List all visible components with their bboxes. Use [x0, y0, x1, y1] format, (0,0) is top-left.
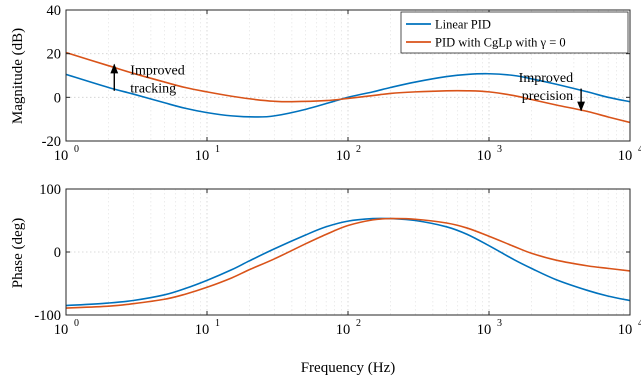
x-tick-label: 10 [618, 148, 633, 164]
legend: Linear PID PID with CgLp with γ = 0 [400, 11, 629, 54]
legend-label: Linear PID [435, 18, 491, 32]
annotation-text: tracking [130, 82, 176, 97]
series-line-0 [66, 72, 630, 118]
legend-label: PID with CgLp with γ = 0 [435, 36, 566, 50]
y-tick-label: 40 [47, 3, 62, 19]
y-tick-label: 20 [47, 47, 62, 63]
grid [65, 188, 631, 316]
magnitude-panel: 10 0 10 1 10 2 10 3 10 4 -20 0 20 40 Magnitude (dB) Lin… [10, 3, 641, 164]
curves [66, 51, 630, 124]
annotation-text: precision [522, 89, 573, 104]
x-axis-label: Frequency (Hz) [301, 360, 396, 376]
legend-box [400, 11, 629, 54]
x-tick-exponent: 1 [215, 318, 220, 329]
x-tick-label: 10 [195, 148, 210, 164]
curves [66, 217, 630, 309]
y-tick-label: -20 [42, 134, 61, 150]
annotation-text: Improved [130, 64, 184, 79]
x-tick-label: 10 [54, 148, 69, 164]
x-tick-label: 10 [195, 322, 210, 338]
annotation-text: Improved [519, 71, 573, 86]
x-tick-exponent: 1 [215, 144, 220, 155]
series-line-0 [66, 217, 630, 307]
x-tick-exponent: 4 [638, 318, 641, 329]
x-tick-exponent: 0 [74, 144, 79, 155]
x-tick-label: 10 [336, 322, 351, 338]
series-line-1 [66, 51, 630, 124]
y-tick-label: 100 [39, 182, 61, 198]
x-tick-label: 10 [54, 322, 69, 338]
x-tick-label: 10 [477, 148, 492, 164]
y-axis-label: Magnitude (dB) [10, 28, 26, 124]
y-tick-label: -100 [34, 308, 61, 324]
x-tick-exponent: 4 [638, 144, 641, 155]
annotation-precision: Improved precision [519, 71, 586, 112]
series-line-1 [66, 217, 630, 309]
x-tick-exponent: 2 [356, 144, 361, 155]
x-tick-label: 10 [336, 148, 351, 164]
annotation-tracking: Improved tracking [110, 64, 185, 97]
y-axis-label: Phase (deg) [10, 218, 26, 288]
x-tick-exponent: 3 [497, 144, 502, 155]
x-tick-exponent: 0 [74, 318, 79, 329]
x-tick-exponent: 2 [356, 318, 361, 329]
x-tick-label: 10 [477, 322, 492, 338]
y-tick-label: 0 [54, 90, 61, 106]
x-tick-exponent: 3 [497, 318, 502, 329]
x-tick-label: 10 [618, 322, 633, 338]
y-tick-label: 0 [54, 245, 61, 261]
